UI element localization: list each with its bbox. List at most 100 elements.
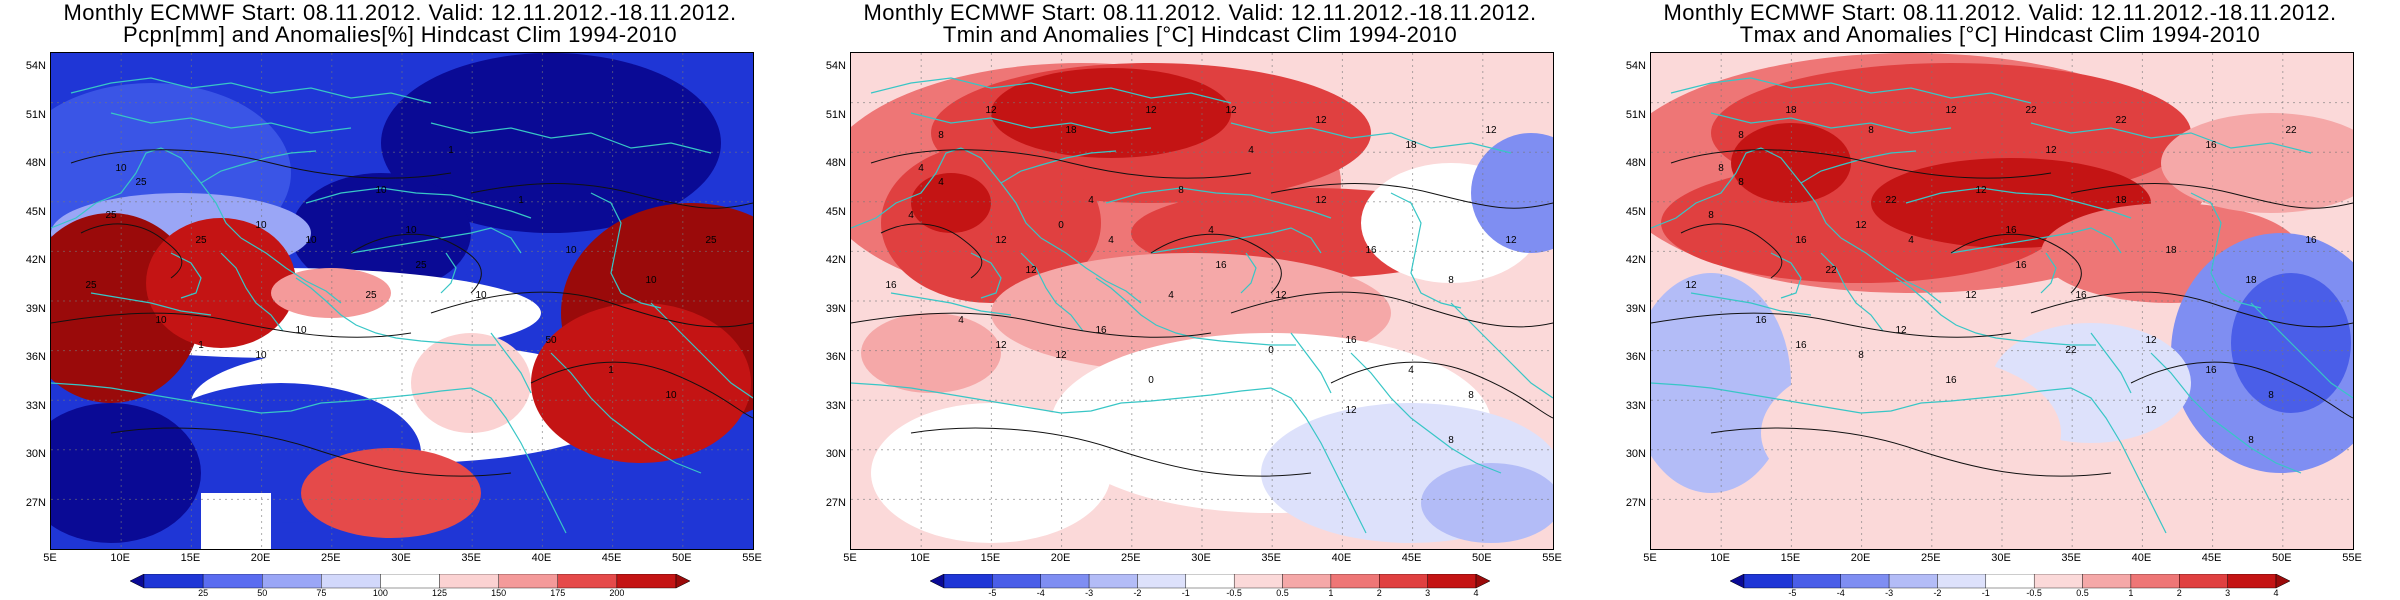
contour-label: 4 [938,177,944,188]
contour-label: 4 [1088,195,1094,206]
contour-label: 1 [198,340,204,351]
longitude-label: 25E [1121,552,1141,564]
latitude-label: 30N [825,448,846,460]
panel-tmin: Monthly ECMWF Start: 08.11.2012. Valid: … [800,0,1600,600]
contour-line [2030,291,2353,328]
coastline [200,150,317,184]
latitude-label: 39N [1625,302,1646,315]
contour-label: 16 [1095,325,1107,336]
coastline [1651,382,2042,414]
colorbar-swatch [992,574,1041,589]
latitude-label: 27N [25,496,46,509]
coastline [870,77,1232,104]
longitude-label: 40E [2131,552,2152,564]
contour-label: 16 [1215,260,1227,271]
coastline [851,147,1042,239]
tmin-map: 4 4 4 0 4 4 8 4 12 16 4 12 12 16 4 16 12 16 4 8 12 8 16 12 18 12 1… [850,52,1554,550]
contour-label: 12 [1345,405,1357,416]
latitude-label: 36N [825,351,846,363]
coastline [51,382,442,414]
colorbar-label: -3 [1885,588,1893,596]
contour-label: 22 [1825,265,1837,276]
latitude-label: 33N [825,399,846,412]
coastline [1651,147,1842,239]
colorbar-swatch [202,574,263,589]
contour-line [80,223,183,279]
coastline [51,147,242,239]
colorbar-swatch [143,574,204,589]
contour-label: 16 [1945,375,1957,386]
contour-label: 1 [518,195,524,206]
colorbar-label: -3 [1085,588,1093,596]
coastline [2040,387,2167,534]
latitude-label: 54N [825,60,846,72]
colorbar-swatch [321,574,381,589]
longitude-label: 15E [180,552,201,564]
colorbar-label: 0.5 [2076,588,2089,596]
coastline [2150,352,2302,474]
contour-label: 12 [995,235,1007,246]
contour-line [1330,361,1553,419]
coastline [1690,292,1812,316]
panel-title-line2: Tmax and Anomalies [°C] Hindcast Clim 19… [1739,22,2261,47]
colorbar-label: 3 [2225,588,2230,596]
contour-label: 4 [1248,145,1254,156]
longitude-label: 20E [250,552,271,564]
panel-title-line1: Monthly ECMWF Start: 08.11.2012. Valid: … [863,0,1537,25]
panel-title-line1: Monthly ECMWF Start: 08.11.2012. Valid: … [1663,0,2337,25]
latitude-label: 42N [25,254,46,266]
contour-label: 12 [1275,290,1287,301]
panel-title-line2: Tmin and Anomalies [°C] Hindcast Clim 19… [942,22,1458,47]
coastline [1905,187,2132,219]
coastline [1240,387,1367,534]
coastline [851,382,1242,414]
contour-label: 8 [1448,435,1454,446]
contour-label: 25 [705,235,717,246]
contour-label: 10 [255,220,267,231]
colorbar-label: -1 [1182,588,1190,596]
colorbar-swatch [1330,574,1380,589]
longitude-label: 45E [2201,552,2222,564]
contour-line [350,233,482,294]
contour-label: 25 [195,235,207,246]
longitude-label: 15E [980,552,1001,564]
contour-label: 10 [375,185,387,196]
coastline [220,252,284,332]
contour-label: 1 [608,365,614,376]
contour-label: 12 [1145,105,1157,116]
latitude-label: 42N [1625,254,1646,266]
colorbar-swatch [1743,574,1793,589]
contour-label: 8 [1738,177,1744,188]
panel-precipitation: Monthly ECMWF Start: 08.11.2012. Valid: … [0,0,800,600]
contour-label: 4 [908,210,914,221]
contour-line [851,312,1212,338]
colorbar-arrow-high [1475,574,1490,589]
contour-label: 12 [1315,195,1327,206]
contour-label: 4 [1108,235,1114,246]
coastline [1105,187,1332,219]
contour-line [1230,291,1553,328]
colorbar-label: 4 [2273,588,2278,596]
latitude-label: 51N [1625,108,1646,121]
colorbar-label: 2 [1377,588,1382,596]
coastline [2040,252,2057,294]
contour-label: 8 [1178,185,1184,196]
contour-label: 8 [1448,275,1454,286]
latitude-label: 51N [825,108,846,121]
longitude-label: 35E [1261,552,1281,564]
coastline [910,112,1152,134]
contour-label: 12 [1505,235,1517,246]
colorbar-label: 175 [550,588,565,596]
contour-label: 18 [1065,125,1077,136]
colorbar-swatch [2179,574,2228,589]
contour-label: 10 [405,225,417,236]
latitude-label: 48N [25,157,46,169]
colorbar-swatch [1985,574,2035,589]
latitude-label: 45N [1625,205,1646,218]
contour-label: 22 [2115,115,2127,126]
longitude-label: 25E [321,552,341,564]
contour-label: 0 [1268,345,1274,356]
latitude-label: 30N [1625,448,1646,460]
colorbar-label: -0.5 [2026,588,2042,596]
colorbar-label: -4 [1837,588,1845,596]
